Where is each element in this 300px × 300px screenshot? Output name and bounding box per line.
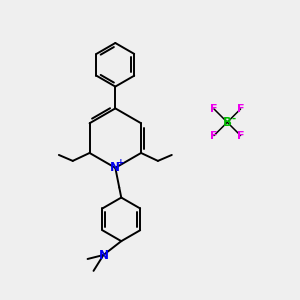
Text: N: N: [110, 161, 120, 174]
Text: +: +: [118, 158, 125, 167]
Text: F: F: [210, 104, 218, 114]
Text: B: B: [223, 116, 232, 129]
Text: N: N: [98, 248, 108, 262]
Text: F: F: [237, 104, 244, 114]
Text: F: F: [210, 130, 218, 141]
Text: -: -: [231, 113, 235, 123]
Text: F: F: [237, 130, 244, 141]
